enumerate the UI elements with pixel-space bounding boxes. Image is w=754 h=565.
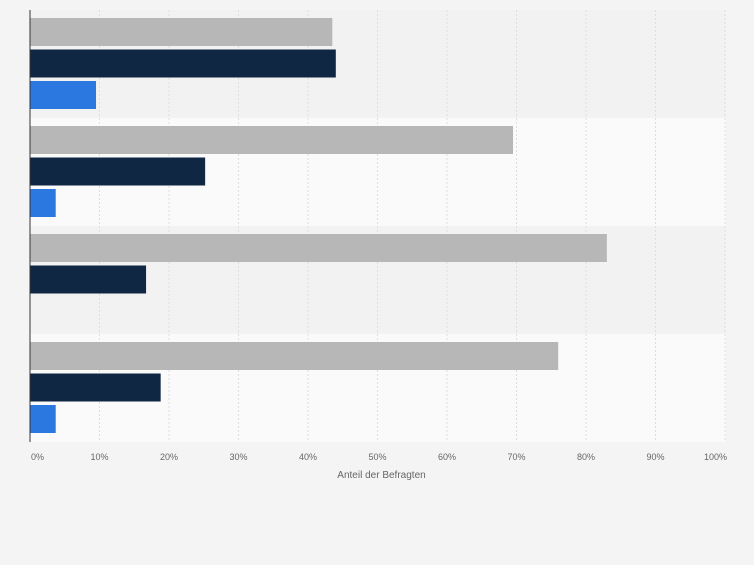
bars bbox=[30, 18, 607, 433]
x-tick-label: 80% bbox=[577, 452, 595, 462]
bar-series-3-category-1[interactable] bbox=[30, 81, 97, 109]
x-tick-label: 60% bbox=[438, 452, 456, 462]
x-tick-label: 70% bbox=[507, 452, 525, 462]
x-tick-label: 100% bbox=[704, 452, 727, 462]
bar-series-2-category-1[interactable] bbox=[30, 49, 336, 78]
bar-series-2-category-3[interactable] bbox=[30, 265, 147, 294]
x-tick-label: 10% bbox=[90, 452, 108, 462]
bar-series-1-category-4[interactable] bbox=[30, 342, 559, 370]
bar-series-2-category-4[interactable] bbox=[30, 373, 161, 402]
bar-series-3-category-2[interactable] bbox=[30, 189, 56, 217]
bar-series-1-category-1[interactable] bbox=[30, 18, 333, 46]
x-tick-label: 20% bbox=[160, 452, 178, 462]
bar-series-1-category-3[interactable] bbox=[30, 234, 607, 262]
x-tick-label: 40% bbox=[299, 452, 317, 462]
x-axis-label: Anteil der Befragten bbox=[337, 470, 425, 481]
x-tick-labels: 0% 10% 20% 30% 40% 50% 60% 70% 80% 90% 100% bbox=[31, 452, 727, 462]
x-tick-label: 90% bbox=[646, 452, 664, 462]
bar-series-1-category-2[interactable] bbox=[30, 126, 514, 154]
x-tick-label: 30% bbox=[229, 452, 247, 462]
x-tick-label: 0% bbox=[31, 452, 44, 462]
bar-series-2-category-2[interactable] bbox=[30, 157, 206, 186]
x-tick-label: 50% bbox=[368, 452, 386, 462]
bar-series-3-category-4[interactable] bbox=[30, 405, 56, 433]
